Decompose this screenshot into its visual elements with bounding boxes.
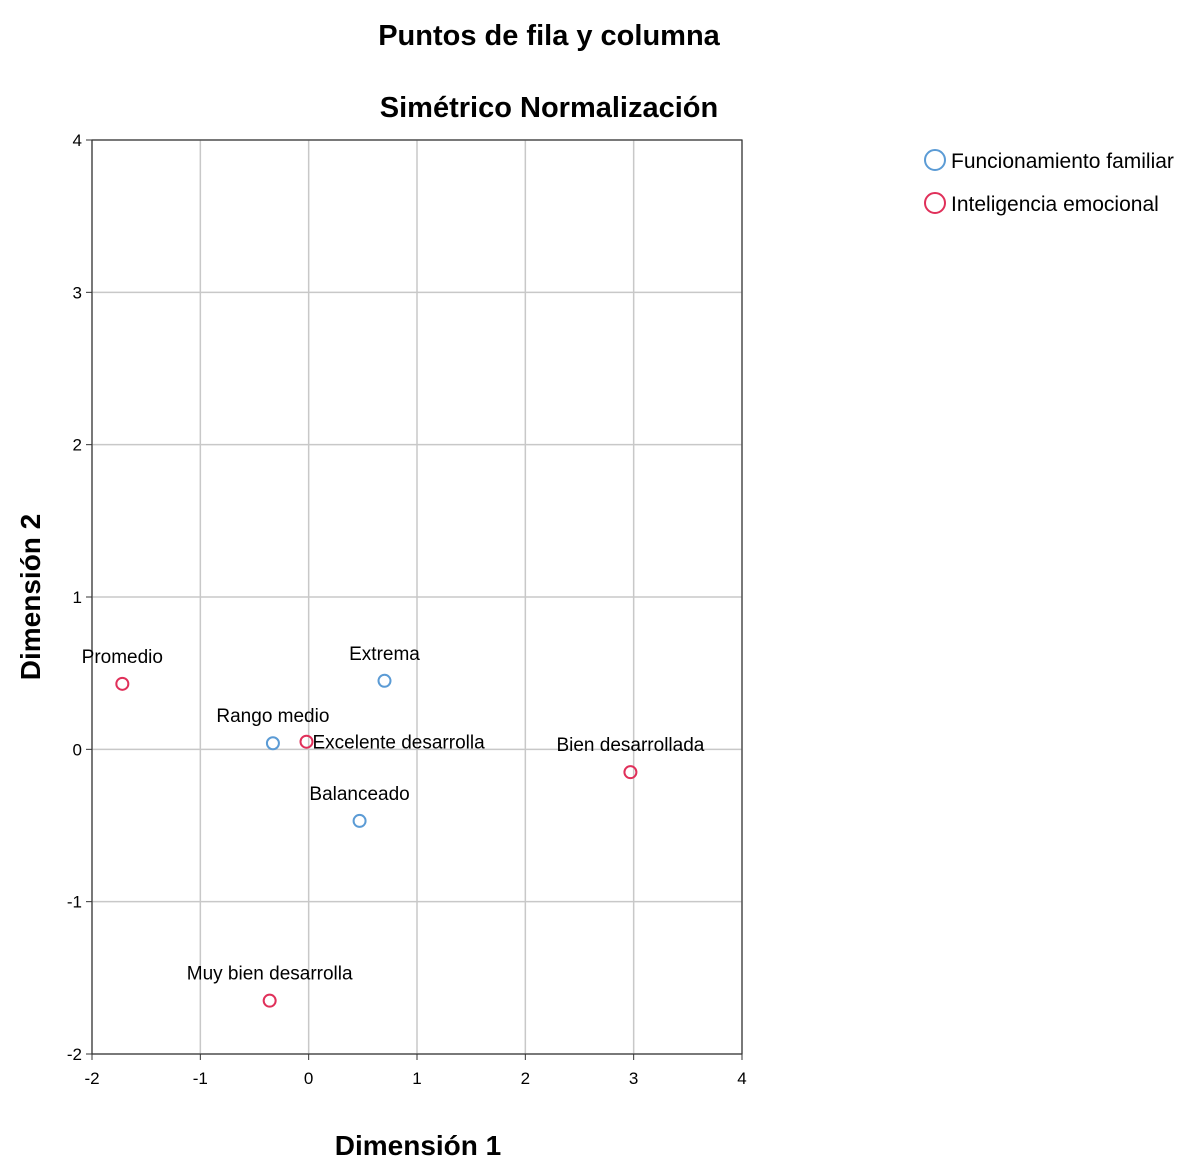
- legend-marker-funcionamiento: [924, 149, 946, 171]
- scatter-point: [115, 676, 130, 691]
- point-label: Extrema: [349, 644, 420, 665]
- x-tick-label: 2: [521, 1069, 530, 1088]
- chart-title: Puntos de fila y columna: [378, 20, 720, 52]
- x-tick-label: 4: [737, 1069, 746, 1088]
- y-tick-label: 4: [73, 131, 82, 150]
- legend-marker-inteligencia: [924, 192, 946, 214]
- legend-label-funcionamiento: Funcionamiento familiar: [951, 150, 1174, 173]
- chart-subtitle: Simétrico Normalización: [380, 92, 718, 124]
- legend-label-inteligencia: Inteligencia emocional: [951, 193, 1159, 216]
- data-points: Extrema Rango medio Balanceado Promedio Exce…: [82, 644, 705, 1008]
- axis-ticks: -2 -1 0 1 2 3 4 -2 -1 0 1 2 3 4: [67, 131, 747, 1088]
- y-tick-label: 0: [73, 740, 82, 759]
- y-tick-label: 1: [73, 588, 82, 607]
- point-label: Promedio: [82, 647, 163, 668]
- point-label: Rango medio: [216, 706, 329, 727]
- grid: [91, 139, 743, 1055]
- x-tick-label: -2: [84, 1069, 99, 1088]
- y-tick-label: 2: [73, 436, 82, 455]
- point-label: Balanceado: [309, 784, 409, 805]
- point-label: Bien desarrollada: [556, 735, 704, 756]
- y-tick-label: 3: [73, 283, 82, 302]
- scatter-point: [623, 765, 638, 780]
- x-tick-label: 3: [629, 1069, 638, 1088]
- scatter-point: [377, 673, 392, 688]
- scatter-point: [265, 736, 280, 751]
- scatter-point: [262, 993, 277, 1008]
- scatter-point: [352, 813, 367, 828]
- point-label: Muy bien desarrolla: [187, 964, 353, 985]
- y-tick-label: -2: [67, 1045, 82, 1064]
- y-tick-label: -1: [67, 893, 82, 912]
- legend: Funcionamiento familiar Inteligencia emo…: [924, 149, 1174, 216]
- x-tick-label: 0: [304, 1069, 313, 1088]
- x-axis-label: Dimensión 1: [335, 1130, 501, 1161]
- x-tick-label: 1: [412, 1069, 421, 1088]
- scatter-point: [299, 734, 314, 749]
- x-tick-label: -1: [193, 1069, 208, 1088]
- y-axis-label: Dimensión 2: [15, 514, 46, 680]
- point-label: Excelente desarrolla: [313, 733, 486, 754]
